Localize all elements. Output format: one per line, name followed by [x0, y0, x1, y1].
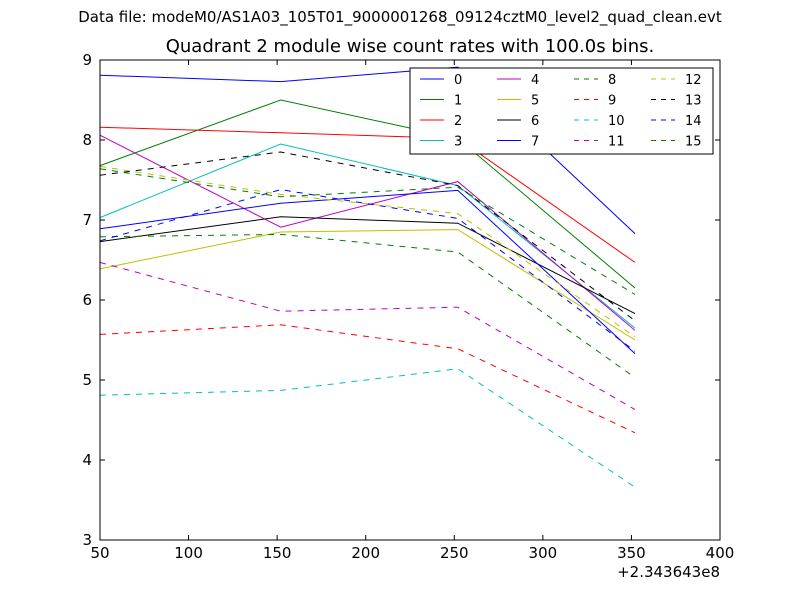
- legend-label-5: 5: [531, 94, 539, 109]
- legend-label-6: 6: [531, 114, 539, 129]
- series-line-9: [99, 324, 636, 434]
- series-line-15: [99, 168, 636, 295]
- x-offset-label: +2.343643e8: [617, 563, 720, 581]
- x-tick-label: 150: [263, 544, 292, 562]
- legend-label-13: 13: [685, 94, 702, 109]
- legend-label-10: 10: [608, 114, 625, 129]
- series-line-2: [99, 126, 636, 263]
- x-tick-label: 350: [617, 544, 646, 562]
- y-tick-label: 6: [82, 291, 92, 309]
- legend-label-2: 2: [454, 114, 462, 129]
- legend-label-14: 14: [685, 114, 702, 129]
- legend-label-7: 7: [531, 135, 539, 150]
- series-line-3: [99, 143, 636, 329]
- y-tick-label: 9: [82, 51, 92, 69]
- plot-area: [99, 66, 636, 488]
- legend-label-9: 9: [608, 94, 616, 109]
- x-tick-label: 400: [706, 544, 735, 562]
- y-tick-label: 5: [82, 371, 92, 389]
- series-line-12: [99, 165, 636, 338]
- legend-label-12: 12: [685, 73, 702, 88]
- series-line-10: [99, 368, 636, 488]
- legend-label-15: 15: [685, 135, 702, 150]
- x-tick-label: 250: [440, 544, 469, 562]
- legend-label-0: 0: [454, 73, 462, 88]
- legend-label-1: 1: [454, 94, 462, 109]
- legend-box: [409, 67, 714, 155]
- x-tick-label: 200: [351, 544, 380, 562]
- x-tick-label: 50: [90, 544, 109, 562]
- x-tick-label: 300: [529, 544, 558, 562]
- series-line-11: [99, 261, 636, 411]
- chart-title: Quadrant 2 module wise count rates with …: [165, 36, 655, 57]
- legend-label-8: 8: [608, 73, 616, 88]
- figure-suptitle: Data file: modeM0/AS1A03_105T01_90000012…: [78, 8, 722, 26]
- series-line-13: [99, 151, 636, 322]
- series-line-8: [99, 233, 636, 379]
- y-tick-label: 7: [82, 211, 92, 229]
- series-line-1: [99, 99, 636, 289]
- series-line-14: [99, 189, 636, 352]
- legend-label-3: 3: [454, 135, 462, 150]
- y-tick-label: 8: [82, 131, 92, 149]
- legend-label-11: 11: [608, 135, 625, 150]
- series-line-7: [99, 189, 636, 354]
- series-line-6: [99, 216, 636, 315]
- x-tick-label: 100: [174, 544, 203, 562]
- series-line-5: [99, 229, 636, 341]
- y-tick-label: 4: [82, 451, 92, 469]
- legend-label-4: 4: [531, 73, 539, 88]
- y-tick-label: 3: [82, 531, 92, 549]
